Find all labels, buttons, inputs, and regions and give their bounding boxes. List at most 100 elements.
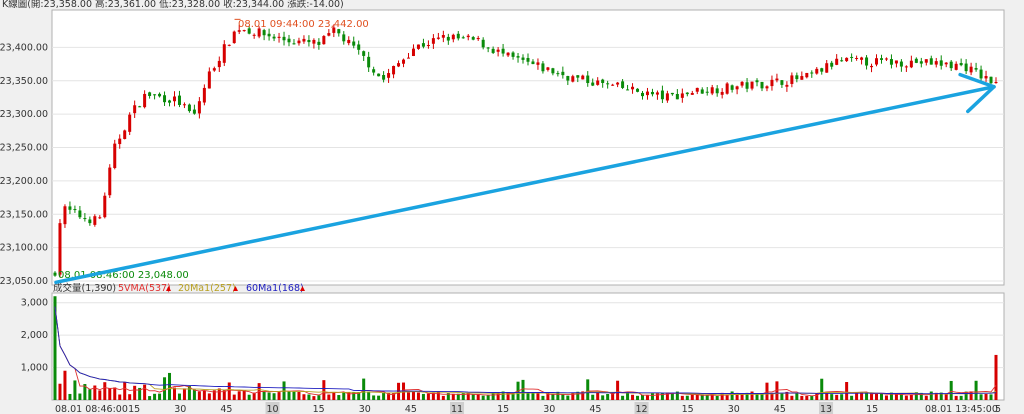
- candle-body: [297, 40, 301, 44]
- volume-bar: [785, 391, 789, 400]
- hour-label-bg: [634, 402, 649, 414]
- volume-bar: [83, 384, 87, 400]
- candle-body: [202, 87, 206, 103]
- volume-bar: [850, 395, 854, 400]
- price-tick-label: 23,300.00: [0, 109, 48, 120]
- volume-bar: [212, 390, 216, 400]
- candle-body: [760, 81, 764, 89]
- volume-bar: [431, 392, 435, 400]
- volume-bar: [531, 391, 535, 400]
- candlesticks: [53, 18, 998, 278]
- candle-body: [372, 69, 376, 73]
- volume-bar: [924, 395, 928, 400]
- volume-bar: [63, 370, 67, 400]
- volume-bar: [133, 385, 137, 400]
- candle-body: [73, 209, 77, 211]
- time-tick-label: 12: [635, 404, 647, 414]
- volume-bar: [217, 388, 221, 400]
- volume-bar: [820, 378, 824, 400]
- volume-bar: [626, 391, 630, 400]
- candle-body: [506, 52, 510, 56]
- candle-body: [810, 72, 814, 74]
- ma5-legend: 5VMA(537): [118, 283, 171, 294]
- volume-bar: [845, 382, 849, 400]
- volume-bar: [128, 394, 132, 400]
- candle-body: [536, 62, 540, 65]
- trend-arrow: [54, 72, 996, 285]
- candle-body: [845, 57, 849, 62]
- candle-body: [596, 80, 600, 85]
- volume-bar: [944, 394, 948, 400]
- volume-bar: [770, 392, 774, 400]
- candle-body: [884, 58, 888, 60]
- volume-bar: [436, 392, 440, 400]
- volume-bar: [875, 392, 879, 400]
- candle-body: [805, 72, 809, 78]
- candle-body: [187, 104, 191, 112]
- time-x-axis: 08.01 08:46:00 15 30 45 10 15 30 45 11 15 30 45 12 15…: [55, 402, 1001, 414]
- volume-bar: [496, 392, 500, 400]
- candle-body: [541, 63, 545, 72]
- candle-body: [830, 62, 834, 67]
- volume-bar: [466, 393, 470, 400]
- candle-body: [695, 87, 699, 92]
- volume-bar: [372, 395, 376, 400]
- volume-bar: [636, 395, 640, 400]
- candle-body: [601, 79, 605, 83]
- volume-bar: [347, 392, 351, 400]
- candle-body: [322, 36, 326, 45]
- candle-body: [103, 195, 107, 218]
- volume-bar: [342, 392, 346, 400]
- volume-bar: [621, 395, 625, 400]
- time-tick-label: 08.01 08:46:00: [55, 404, 128, 414]
- volume-bar: [187, 386, 191, 400]
- candle-body: [865, 57, 869, 66]
- volume-bar: [262, 391, 266, 400]
- volume-bar: [830, 394, 834, 400]
- candle-body: [192, 109, 196, 114]
- candle-body: [222, 44, 226, 63]
- candle-body: [840, 60, 844, 62]
- hour-label-bg: [819, 402, 834, 414]
- volume-bar: [197, 391, 201, 400]
- volume-bar: [168, 372, 172, 400]
- volume-bar: [984, 393, 988, 400]
- volume-bar: [934, 392, 938, 400]
- volume-bar: [899, 393, 903, 400]
- candle-body: [197, 101, 201, 114]
- candle-body: [133, 105, 137, 114]
- candle-body: [491, 48, 495, 53]
- volume-bar: [591, 394, 595, 400]
- volume-bar: [58, 383, 62, 400]
- candle-body: [446, 36, 450, 41]
- volume-bar: [750, 391, 754, 400]
- candle-body: [182, 104, 186, 106]
- candle-body: [735, 86, 739, 90]
- candle-body: [740, 81, 744, 86]
- candle-body: [277, 36, 281, 38]
- volume-bar: [287, 391, 291, 400]
- volume-bar: [98, 390, 102, 400]
- volume-bar: [332, 392, 336, 400]
- candle-body: [621, 81, 625, 88]
- candle-body: [765, 86, 769, 89]
- volume-bar: [979, 394, 983, 400]
- candle-body: [889, 59, 893, 65]
- candle-body: [476, 37, 480, 40]
- volume-bar: [805, 395, 809, 400]
- candle-body: [670, 92, 674, 95]
- candle-body: [645, 91, 649, 96]
- candle-body: [611, 84, 615, 86]
- candle-body: [785, 84, 789, 87]
- volume-bar: [103, 382, 107, 400]
- candle-body: [591, 82, 595, 86]
- volume-bar: [172, 387, 176, 400]
- candle-body: [58, 223, 62, 275]
- volume-bar: [536, 393, 540, 400]
- time-tick-label: 13: [820, 404, 832, 414]
- volume-bar: [650, 393, 654, 400]
- volume-legend: 成交量(1,390): [53, 282, 116, 294]
- time-tick-label: 30: [174, 404, 186, 414]
- volume-bar: [118, 394, 122, 400]
- candle-body: [561, 71, 565, 76]
